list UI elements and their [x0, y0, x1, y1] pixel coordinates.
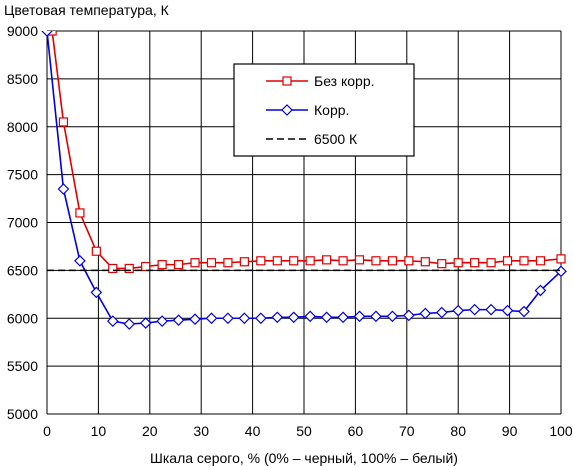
- legend-label: Без корр.: [314, 73, 375, 89]
- y-tick-label: 6000: [7, 310, 38, 326]
- data-point: [437, 259, 447, 269]
- data-point: [271, 311, 284, 324]
- x-tick-label: 30: [193, 423, 209, 439]
- y-tick-label: 5000: [7, 406, 38, 422]
- data-point: [272, 256, 282, 266]
- legend-label: 6500 К: [314, 131, 358, 147]
- data-point: [157, 260, 167, 270]
- legend-marker: [281, 104, 293, 116]
- data-point: [435, 306, 448, 319]
- data-point: [501, 304, 514, 317]
- data-point: [141, 261, 151, 272]
- data-point: [124, 263, 134, 274]
- data-point: [139, 317, 152, 329]
- y-tick-label: 9000: [7, 23, 38, 39]
- data-point: [304, 310, 317, 323]
- tick-labels: 5000 5500 6000 6500 7000 7500 8000 8500 9000 0 10 2…: [7, 23, 573, 439]
- data-point: [502, 256, 513, 266]
- data-point: [156, 315, 168, 327]
- data-point: [353, 310, 366, 323]
- data-point: [41, 31, 53, 37]
- data-point: [305, 256, 315, 266]
- data-point: [419, 307, 432, 320]
- data-point: [239, 257, 249, 267]
- y-axis-title: Цветовая температура, К: [4, 2, 170, 18]
- y-tick-label: 8500: [7, 71, 38, 87]
- data-point: [518, 305, 530, 318]
- data-point: [58, 117, 69, 127]
- data-point: [485, 303, 497, 316]
- y-tick-label: 7500: [7, 167, 38, 183]
- legend-box: [233, 63, 415, 157]
- x-tick-label: 100: [549, 423, 573, 439]
- x-axis-title: Шкала серого, % (0% – черный, 100% – бел…: [150, 450, 458, 466]
- x-tick-label: 40: [245, 423, 261, 439]
- data-point: [371, 256, 381, 266]
- plot-marks: [41, 31, 567, 330]
- data-point: [123, 318, 136, 330]
- data-point: [404, 256, 414, 266]
- data-point: [354, 255, 365, 265]
- data-point: [172, 314, 185, 327]
- data-point: [470, 258, 480, 268]
- data-point: [190, 258, 200, 268]
- data-point: [57, 183, 70, 195]
- data-point: [223, 258, 233, 268]
- x-tick-label: 80: [450, 423, 466, 439]
- data-point: [338, 256, 348, 266]
- data-point: [387, 256, 398, 266]
- data-point: [189, 313, 201, 326]
- data-point: [519, 256, 529, 266]
- data-point: [453, 258, 463, 268]
- data-point: [206, 258, 217, 268]
- data-point: [556, 254, 566, 264]
- data-point: [108, 263, 118, 274]
- legend: Без корр. Корр. 6500 К: [233, 63, 415, 157]
- data-point: [403, 309, 415, 322]
- data-point: [256, 256, 266, 266]
- data-point: [173, 260, 184, 270]
- x-tick-label: 60: [348, 423, 364, 439]
- data-point: [370, 310, 382, 323]
- x-tick-label: 90: [502, 423, 518, 439]
- data-point: [75, 208, 85, 218]
- data-point: [106, 315, 119, 327]
- data-point: [222, 312, 234, 325]
- data-point: [486, 258, 496, 268]
- data-point: [74, 254, 86, 267]
- data-point: [420, 257, 430, 267]
- x-tick-label: 20: [142, 423, 158, 439]
- x-tick-label: 50: [296, 423, 312, 439]
- y-tick-label: 7000: [7, 215, 38, 231]
- data-point: [535, 256, 546, 266]
- y-tick-label: 6500: [7, 262, 38, 278]
- data-point: [47, 31, 57, 36]
- data-point: [320, 311, 333, 324]
- data-point: [287, 311, 300, 324]
- data-point: [205, 312, 218, 325]
- data-point: [238, 312, 251, 325]
- data-point: [322, 255, 332, 265]
- data-point: [91, 246, 101, 256]
- data-point: [90, 286, 103, 299]
- data-point: [254, 312, 267, 325]
- y-tick-label: 5500: [7, 358, 38, 374]
- legend-marker: [282, 76, 292, 86]
- legend-label: Корр.: [314, 102, 349, 118]
- data-point: [468, 303, 481, 316]
- x-tick-label: 10: [91, 423, 107, 439]
- data-point: [452, 304, 465, 317]
- data-point: [337, 311, 349, 324]
- x-tick-label: 70: [399, 423, 415, 439]
- y-tick-label: 8000: [7, 119, 38, 135]
- data-point: [386, 310, 399, 323]
- data-point: [534, 284, 547, 297]
- series-group: [41, 31, 567, 330]
- x-tick-label: 0: [43, 423, 51, 439]
- data-point: [289, 256, 299, 266]
